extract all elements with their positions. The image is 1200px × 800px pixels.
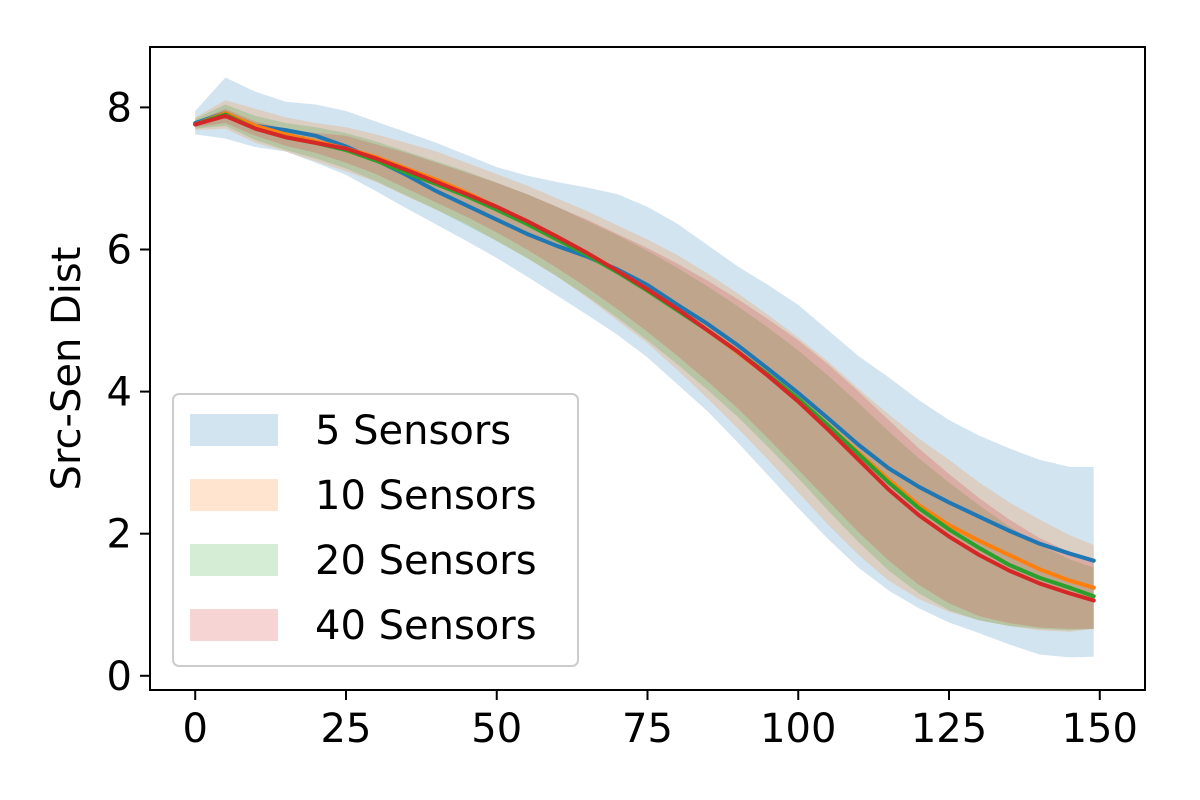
x-axis: 0 25 50 75 100 125 150 [183,690,1138,752]
legend-box [172,393,579,667]
y-tick-label: 4 [107,370,132,416]
band-20-sensors [195,104,1094,631]
x-tick-label: 50 [471,706,522,752]
y-tick-label: 0 [107,654,132,700]
legend-label-20-sensors: 20 Sensors [315,538,537,584]
y-tick-label: 6 [107,227,132,273]
x-tick-label: 25 [321,706,372,752]
x-tick-label: 75 [622,706,673,752]
series-lines [193,111,1096,603]
x-tick-label: 125 [911,706,987,752]
line-5-sensors [193,111,1096,563]
line-40-sensors [193,113,1096,603]
x-tick-label: 100 [760,706,836,752]
legend-label-10-sensors: 10 Sensors [315,473,537,519]
legend-label-40-sensors: 40 Sensors [315,603,537,649]
band-40-sensors [195,108,1094,629]
band-5-sensors [195,77,1094,658]
y-axis: 0 2 4 6 8 [107,85,150,700]
legend: 5 Sensors 10 Sensors 20 Sensors 40 Sensors [172,393,579,667]
legend-swatch-10-sensors [190,479,278,511]
y-axis-label: Src-Sen Dist [44,247,90,491]
legend-label-5-sensors: 5 Sensors [315,408,511,454]
x-tick-label: 150 [1062,706,1138,752]
confidence-bands [195,77,1094,658]
band-10-sensors [195,100,1094,632]
y-tick-label: 8 [107,85,132,131]
y-tick-label: 2 [107,512,132,558]
legend-swatch-5-sensors [190,414,278,446]
legend-swatch-40-sensors [190,609,278,641]
x-tick-label: 0 [183,706,208,752]
legend-swatch-20-sensors [190,544,278,576]
